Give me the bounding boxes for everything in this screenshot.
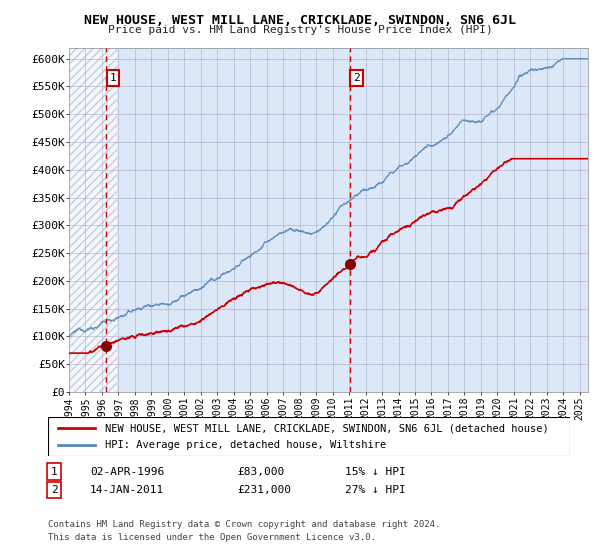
Text: 1: 1: [50, 466, 58, 477]
Text: Contains HM Land Registry data © Crown copyright and database right 2024.: Contains HM Land Registry data © Crown c…: [48, 520, 440, 529]
Text: NEW HOUSE, WEST MILL LANE, CRICKLADE, SWINDON, SN6 6JL (detached house): NEW HOUSE, WEST MILL LANE, CRICKLADE, SW…: [106, 423, 549, 433]
Text: Price paid vs. HM Land Registry's House Price Index (HPI): Price paid vs. HM Land Registry's House …: [107, 25, 493, 35]
Text: HPI: Average price, detached house, Wiltshire: HPI: Average price, detached house, Wilt…: [106, 440, 386, 450]
Text: 14-JAN-2011: 14-JAN-2011: [90, 485, 164, 495]
Text: 02-APR-1996: 02-APR-1996: [90, 466, 164, 477]
Text: 27% ↓ HPI: 27% ↓ HPI: [345, 485, 406, 495]
Bar: [69, 48, 117, 392]
Text: 15% ↓ HPI: 15% ↓ HPI: [345, 466, 406, 477]
Text: This data is licensed under the Open Government Licence v3.0.: This data is licensed under the Open Gov…: [48, 533, 376, 542]
Text: £231,000: £231,000: [237, 485, 291, 495]
Text: 1: 1: [109, 73, 116, 83]
Text: £83,000: £83,000: [237, 466, 284, 477]
Text: 2: 2: [353, 73, 360, 83]
Text: 2: 2: [50, 485, 58, 495]
Text: NEW HOUSE, WEST MILL LANE, CRICKLADE, SWINDON, SN6 6JL: NEW HOUSE, WEST MILL LANE, CRICKLADE, SW…: [84, 14, 516, 27]
